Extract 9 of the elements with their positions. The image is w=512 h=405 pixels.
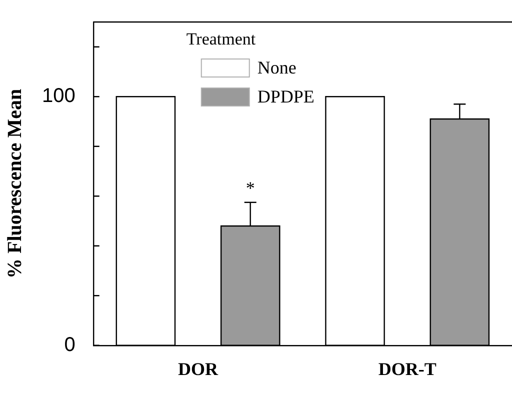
x-tick-label: DOR bbox=[178, 358, 220, 379]
y-axis-title: % Fluorescence Mean bbox=[4, 88, 26, 278]
y-tick-label: 100 bbox=[42, 85, 76, 108]
annotation: * bbox=[246, 178, 255, 198]
legend-title: Treatment bbox=[186, 29, 256, 48]
legend-label: DPDPE bbox=[257, 86, 314, 107]
series-label: None bbox=[257, 58, 296, 78]
x-tick-label: DOR-T bbox=[378, 358, 436, 379]
y-tick-label: 0 bbox=[64, 334, 76, 356]
